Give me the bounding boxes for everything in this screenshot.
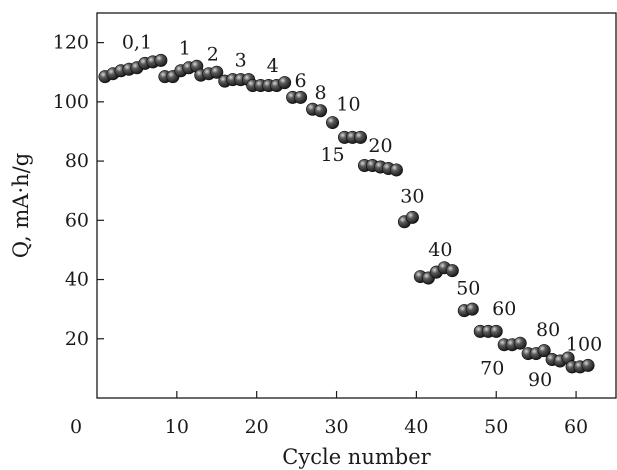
x-tick-label: 10 — [165, 416, 189, 438]
cycle-annotation: 1 — [179, 37, 191, 59]
cycle-annotation: 6 — [295, 70, 307, 92]
y-axis-ticks: 20 40 60 80 100 120 — [53, 32, 104, 350]
data-point — [154, 53, 168, 67]
cycle-annotation: 10 — [336, 94, 360, 116]
data-point — [294, 90, 308, 104]
data-point — [210, 65, 224, 79]
cycle-annotation: 3 — [235, 49, 247, 71]
data-point — [314, 104, 328, 118]
x-tick-label: 30 — [324, 416, 348, 438]
cycle-annotation: 8 — [315, 82, 327, 104]
x-tick-label: 0 — [70, 416, 82, 438]
cycle-annotation: 100 — [566, 334, 602, 356]
data-point — [489, 324, 503, 338]
cycle-annotation: 50 — [456, 277, 480, 299]
x-tick-label: 20 — [245, 416, 269, 438]
data-point — [581, 358, 595, 372]
cycle-annotation: 60 — [492, 298, 516, 320]
x-axis-label: Cycle number — [282, 445, 431, 469]
x-tick-label: 40 — [404, 416, 428, 438]
y-tick-label: 80 — [65, 150, 89, 172]
cycle-annotation: 20 — [368, 135, 392, 157]
x-tick-label: 60 — [564, 416, 588, 438]
data-point — [278, 76, 292, 90]
cycle-annotation: 15 — [320, 144, 344, 166]
cycle-annotation: 40 — [428, 239, 452, 261]
data-point — [465, 302, 479, 316]
cycle-annotation: 90 — [528, 369, 552, 391]
y-axis-label: Q, mA·h/g — [9, 153, 33, 258]
data-point — [513, 336, 527, 350]
data-point — [405, 210, 419, 224]
plot-border — [96, 12, 617, 399]
y-tick-label: 40 — [65, 269, 89, 291]
cycle-annotation: 70 — [480, 357, 504, 379]
data-points — [98, 53, 595, 374]
cycle-annotation: 30 — [400, 186, 424, 208]
data-point — [445, 264, 459, 278]
data-point — [326, 116, 340, 130]
x-tick-label: 50 — [484, 416, 508, 438]
y-tick-label: 60 — [65, 209, 89, 231]
data-point — [537, 344, 551, 358]
cycle-annotation: 4 — [267, 55, 279, 77]
y-tick-label: 120 — [53, 32, 89, 54]
cycle-annotation: 80 — [536, 319, 560, 341]
cycle-annotation: 2 — [207, 43, 219, 65]
y-tick-label: 20 — [65, 328, 89, 350]
y-tick-label: 100 — [53, 91, 89, 113]
x-axis-ticks: 0 10 20 30 40 50 60 — [70, 391, 588, 438]
plot-frame — [96, 12, 617, 399]
data-point — [353, 130, 367, 144]
data-point — [389, 163, 403, 177]
cycle-annotation: 0,1 — [122, 32, 152, 54]
